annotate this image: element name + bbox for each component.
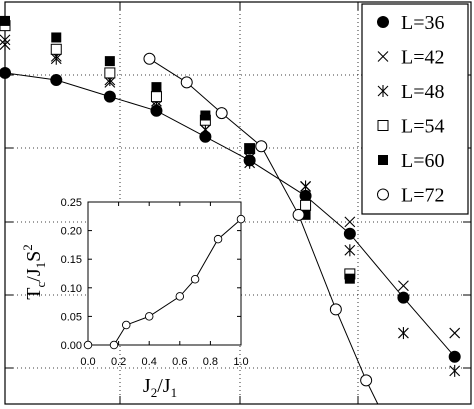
point-l-42 (449, 327, 461, 339)
point-l-72 (255, 140, 268, 153)
point-l-36 (343, 227, 356, 240)
legend-box (361, 3, 469, 215)
inset-chart: 0.0 0.2 0.4 0.6 0.8 1.0 0.00 0.05 0.10 0.15 0.20 0.… (20, 197, 249, 400)
inset-point (121, 320, 131, 330)
point-l-36 (448, 350, 461, 363)
inset-xtick-label: 0.8 (203, 356, 218, 368)
point-l-48 (300, 180, 311, 193)
point-l-36 (103, 90, 116, 103)
point-l-54 (104, 67, 116, 79)
inset-xtick-label: 0.2 (111, 356, 126, 368)
point-l-54 (50, 43, 62, 55)
point-l-36 (397, 291, 410, 304)
point-l-60 (104, 56, 115, 67)
curve-L=72-curve (149, 58, 379, 405)
legend-marker (377, 120, 389, 131)
legend-label: L=36 (401, 12, 445, 34)
legend-marker (377, 188, 389, 201)
legend-label: L=48 (401, 81, 445, 103)
point-l-36 (50, 74, 63, 87)
point-l-48 (449, 364, 461, 377)
point-l-60 (344, 273, 355, 284)
legend-marker (377, 16, 389, 28)
legend-label: L=60 (401, 150, 445, 172)
inset-xtick-label: 1.0 (233, 356, 248, 368)
legend-label: L=42 (401, 47, 445, 69)
inset-ytick-label: 0.20 (61, 226, 82, 238)
point-l-48 (344, 244, 356, 257)
point-l-60 (300, 209, 311, 220)
point-l-72 (360, 374, 373, 387)
point-l-60 (151, 82, 162, 93)
point-l-60 (200, 110, 211, 121)
point-l-60 (51, 32, 62, 43)
point-l-42 (398, 280, 409, 292)
inset-frame (87, 201, 242, 346)
point-l-42 (344, 216, 356, 228)
inset-point (144, 312, 154, 321)
inset-point (175, 292, 185, 301)
point-l-72 (215, 107, 228, 120)
inset-xlabel: J2/J1 (143, 375, 177, 400)
inset-ytick-label: 0.10 (61, 283, 82, 295)
point-l-36 (199, 130, 212, 143)
point-l-48 (244, 156, 256, 169)
point-l-60 (244, 143, 255, 154)
inset-point (83, 340, 93, 350)
inset-ylabel: Tc/J1S2 (20, 244, 48, 299)
inset-ytick-label: 0.05 (61, 311, 82, 323)
inset-xtick-label: 0.0 (80, 356, 95, 368)
point-l-36 (150, 104, 163, 117)
point-l-36 (0, 66, 11, 79)
inset-point (109, 340, 119, 350)
point-l-72 (329, 303, 342, 316)
inset-ytick-label: 0.15 (61, 254, 82, 266)
legend-marker (377, 51, 389, 62)
inset-point (190, 274, 200, 284)
curve-L=36-curve (4, 72, 456, 358)
point-l-54 (150, 91, 162, 103)
inset-xtick-label: 0.4 (142, 356, 157, 368)
legend-label: L=72 (401, 185, 445, 207)
main-points (0, 15, 461, 387)
inset-ytick-label: 0.25 (61, 197, 82, 209)
point-l-54 (300, 199, 312, 211)
main-lines (4, 58, 456, 405)
legend-marker (378, 155, 388, 165)
point-l-36 (299, 189, 312, 202)
point-l-72 (180, 76, 193, 89)
inset-point (236, 214, 246, 224)
legend: L=36 L=42 L=48 L=54 L=60 L=72 (361, 3, 469, 215)
legend-marker (377, 85, 389, 97)
point-l-72 (292, 208, 305, 221)
point-l-72 (143, 52, 156, 65)
inset-point (213, 234, 223, 244)
point-l-48 (0, 38, 11, 51)
point-l-60 (0, 15, 10, 26)
legend-label: L=54 (401, 116, 445, 138)
inset-ytick-label: 0.00 (61, 340, 82, 352)
point-l-48 (398, 327, 409, 340)
main-plot-frame (4, 1, 472, 405)
inset-xtick-label: 0.6 (172, 356, 187, 368)
